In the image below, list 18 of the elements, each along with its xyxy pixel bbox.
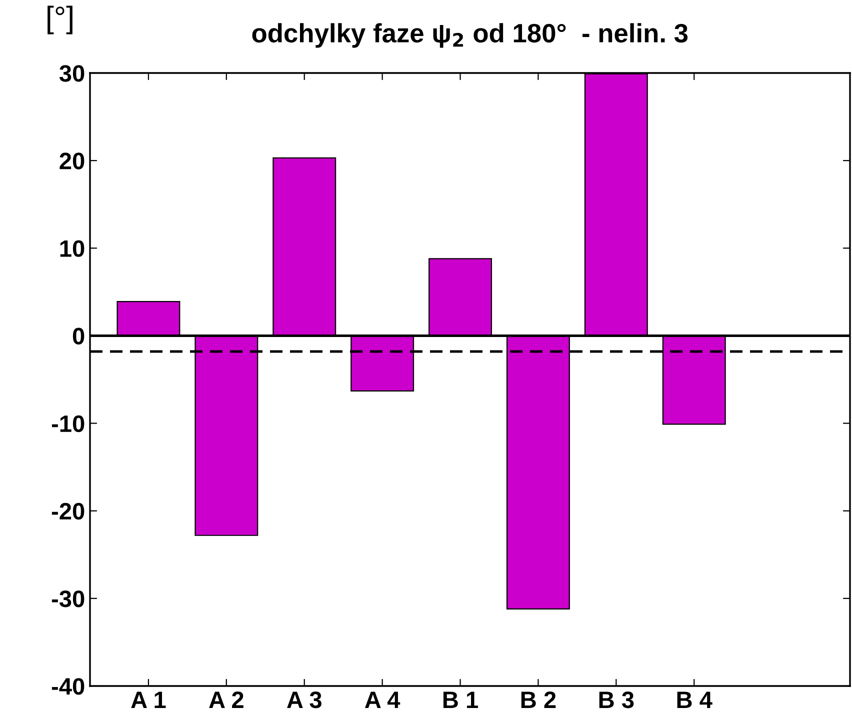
y-tick-label: -30 bbox=[52, 590, 84, 608]
y-tick-label: -10 bbox=[52, 415, 84, 432]
x-tick-label: A 2 bbox=[209, 691, 244, 708]
y-tick-label: 10 bbox=[60, 240, 84, 257]
y-tick-label: -20 bbox=[52, 502, 84, 520]
x-tick-label: A 4 bbox=[364, 692, 400, 708]
x-tick-label: B 3 bbox=[599, 691, 634, 708]
y-axis-title: [°] bbox=[48, 6, 72, 34]
x-tick-label: A 1 bbox=[131, 692, 166, 708]
y-tick-label: 0 bbox=[72, 328, 84, 344]
x-tick-label: A 3 bbox=[287, 691, 322, 708]
x-tick-label: B 1 bbox=[443, 692, 478, 708]
y-tick-label: -40 bbox=[52, 678, 84, 695]
x-tick-label: B 2 bbox=[521, 691, 556, 708]
y-tick-label: 20 bbox=[60, 152, 84, 170]
y-tick-label: 30 bbox=[59, 65, 84, 82]
chart-title: odchylky faze ψ$_{2}$ od 180° - nelin. 3 bbox=[252, 23, 688, 48]
x-tick-label: B 4 bbox=[677, 692, 712, 708]
